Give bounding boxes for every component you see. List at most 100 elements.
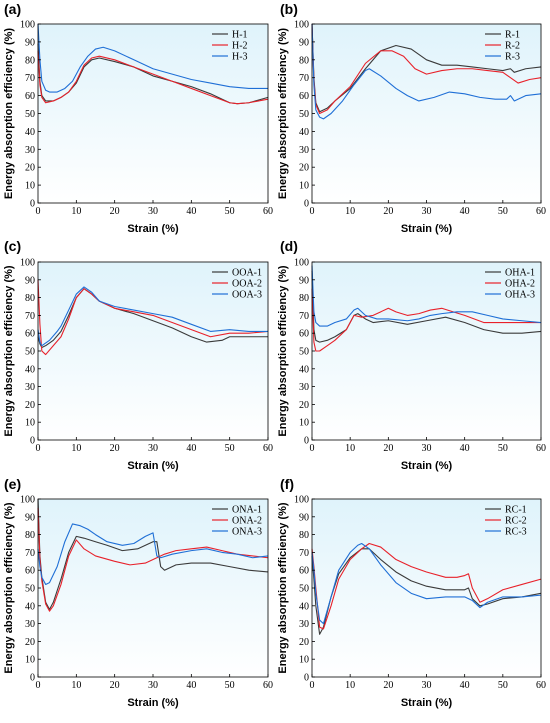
x-tick-label: 40	[460, 443, 470, 454]
y-tick-label: 20	[25, 400, 35, 411]
legend-label: H-3	[232, 52, 248, 63]
x-axis-title: Strain (%)	[401, 460, 453, 472]
legend-label: OHA-2	[505, 279, 535, 290]
x-tick-label: 30	[422, 443, 432, 454]
y-tick-label: 0	[304, 436, 309, 447]
legend-label: OOA-2	[232, 279, 262, 290]
x-tick-label: 0	[36, 206, 41, 217]
y-tick-label: 50	[25, 584, 35, 595]
y-tick-label: 70	[25, 73, 35, 84]
y-tick-label: 10	[25, 655, 35, 666]
series-line-RC-3	[311, 542, 542, 625]
x-tick-label: 0	[310, 680, 315, 691]
y-tick-label: 20	[299, 637, 309, 648]
y-tick-label: 90	[25, 37, 35, 48]
plot-background	[312, 262, 541, 440]
y-tick-label: 50	[299, 347, 309, 358]
y-tick-label: 70	[25, 548, 35, 559]
chart-panel-1: (a) 0 10 20 30 40 50 60 0 10 20 30 40 50 60 70 80 90 100 St…	[3, 1, 273, 235]
y-tick-label: 70	[299, 548, 309, 559]
y-tick-label: 100	[294, 258, 309, 269]
y-tick-label: 50	[299, 109, 309, 120]
y-tick-label: 0	[304, 673, 309, 684]
series-line-ONA-2	[37, 507, 269, 612]
y-tick-label: 10	[299, 181, 309, 192]
x-tick-label: 30	[422, 206, 432, 217]
legend-label: RC-3	[505, 527, 527, 538]
x-tick-label: 10	[71, 206, 81, 217]
plot-background	[38, 24, 268, 203]
y-tick-label: 40	[299, 364, 309, 375]
x-tick-label: 10	[71, 680, 81, 691]
y-tick-label: 90	[299, 275, 309, 286]
series-line-H-2	[37, 50, 269, 105]
x-tick-label: 40	[186, 680, 196, 691]
y-tick-label: 70	[25, 311, 35, 322]
y-tick-label: 10	[25, 418, 35, 429]
x-axis-title: Strain (%)	[127, 223, 179, 235]
y-tick-label: 30	[299, 145, 309, 156]
plot-background	[38, 499, 268, 677]
y-tick-label: 90	[25, 512, 35, 523]
panel-letter: (a)	[4, 1, 21, 17]
x-tick-label: 60	[536, 206, 546, 217]
y-tick-label: 100	[294, 495, 309, 506]
y-tick-label: 90	[299, 512, 309, 523]
legend-label: OHA-3	[505, 290, 535, 301]
y-tick-label: 0	[30, 436, 35, 447]
series-line-RC-2	[311, 542, 542, 630]
x-tick-label: 50	[225, 443, 235, 454]
y-tick-label: 0	[30, 199, 35, 210]
x-tick-label: 60	[263, 206, 273, 217]
y-tick-label: 80	[299, 293, 309, 304]
x-tick-label: 20	[110, 206, 120, 217]
x-tick-label: 20	[383, 680, 393, 691]
x-tick-label: 30	[422, 680, 432, 691]
y-tick-label: 60	[299, 566, 309, 577]
chart-panel-3: (c) 0 10 20 30 40 50 60 0 10 20 30 40 50 60 70 80 90 100 St…	[3, 238, 273, 472]
y-axis-title: Energy absorption efficiency (%)	[277, 502, 289, 673]
series-line-OHA-2	[311, 288, 541, 352]
x-tick-label: 10	[345, 206, 355, 217]
series-line-OOA-2	[37, 279, 269, 356]
x-tick-label: 30	[148, 443, 158, 454]
y-tick-label: 30	[299, 382, 309, 393]
y-tick-label: 40	[299, 127, 309, 138]
y-tick-label: 50	[25, 109, 35, 120]
y-tick-label: 100	[20, 495, 35, 506]
legend-label: R-3	[505, 52, 520, 63]
y-tick-label: 80	[25, 293, 35, 304]
x-tick-label: 10	[71, 443, 81, 454]
x-tick-label: 0	[310, 443, 315, 454]
y-tick-label: 100	[294, 20, 309, 31]
legend-label: R-1	[505, 30, 520, 41]
y-tick-label: 30	[25, 619, 35, 630]
panel-letter: (f)	[280, 476, 294, 492]
series-line-H-3	[37, 23, 268, 93]
x-tick-label: 30	[148, 680, 158, 691]
x-tick-label: 50	[498, 680, 508, 691]
panel-letter: (d)	[280, 238, 298, 254]
y-axis-title: Energy absorption efficiency (%)	[3, 502, 15, 673]
y-tick-label: 100	[20, 258, 35, 269]
y-tick-label: 80	[299, 530, 309, 541]
y-tick-label: 10	[25, 181, 35, 192]
chart-panel-4: (d) 0 10 20 30 40 50 60 0 10 20 30 40 50 60 70 80 90 100 St…	[277, 238, 546, 472]
y-tick-label: 90	[25, 275, 35, 286]
series-line-OOA-3	[37, 286, 268, 347]
series-line-H-1	[37, 43, 269, 105]
plot-background	[38, 262, 268, 440]
y-tick-label: 70	[299, 73, 309, 84]
panel-letter: (c)	[4, 238, 21, 254]
legend-label: OHA-1	[505, 268, 535, 279]
chart-panel-5: (e) 0 10 20 30 40 50 60 0 10 20 30 40 50 60 70 80 90 100 St…	[3, 476, 273, 709]
y-tick-label: 10	[299, 655, 309, 666]
y-tick-label: 60	[299, 329, 309, 340]
y-tick-label: 90	[299, 37, 309, 48]
legend-label: RC-2	[505, 516, 527, 527]
y-tick-label: 60	[25, 329, 35, 340]
y-tick-label: 50	[299, 584, 309, 595]
x-tick-label: 50	[498, 206, 508, 217]
y-tick-label: 20	[25, 163, 35, 174]
